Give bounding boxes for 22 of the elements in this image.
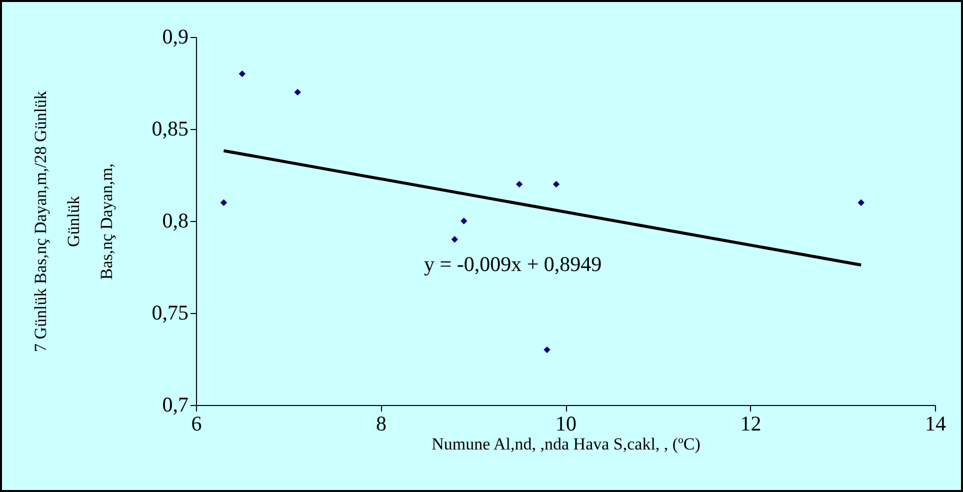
x-tick-label: 12 bbox=[740, 412, 762, 436]
point bbox=[294, 88, 301, 96]
x-tick-label: 8 bbox=[376, 412, 386, 436]
x-tick-label: 10 bbox=[556, 412, 576, 436]
x-tick-label: 14 bbox=[925, 412, 946, 436]
point bbox=[552, 180, 560, 188]
point bbox=[858, 199, 864, 206]
y-tick-label: 0,7 bbox=[162, 392, 188, 416]
y-tick-label: 0,75 bbox=[152, 300, 188, 324]
point bbox=[460, 218, 468, 224]
point bbox=[516, 180, 523, 188]
y-tick-label: 0,8 bbox=[162, 208, 188, 232]
x-tick-label: 6 bbox=[191, 412, 202, 436]
y-tick-label: 0,9 bbox=[162, 24, 188, 48]
point bbox=[451, 236, 458, 243]
point bbox=[220, 199, 228, 206]
point bbox=[544, 346, 550, 354]
x-axis-title: Numune Al,nd, ,nda Hava S,cakl, , (ºC) bbox=[432, 434, 700, 454]
y-tick-label: 0,85 bbox=[152, 116, 188, 140]
annotation: y = -0,009x + 0,8949 bbox=[424, 252, 602, 276]
y-axis-title: 7 Günlük Bas,nç Dayan,m,/28 Günlük Günlük Bas,nç Dayan,m, bbox=[30, 90, 116, 352]
point bbox=[238, 70, 246, 78]
